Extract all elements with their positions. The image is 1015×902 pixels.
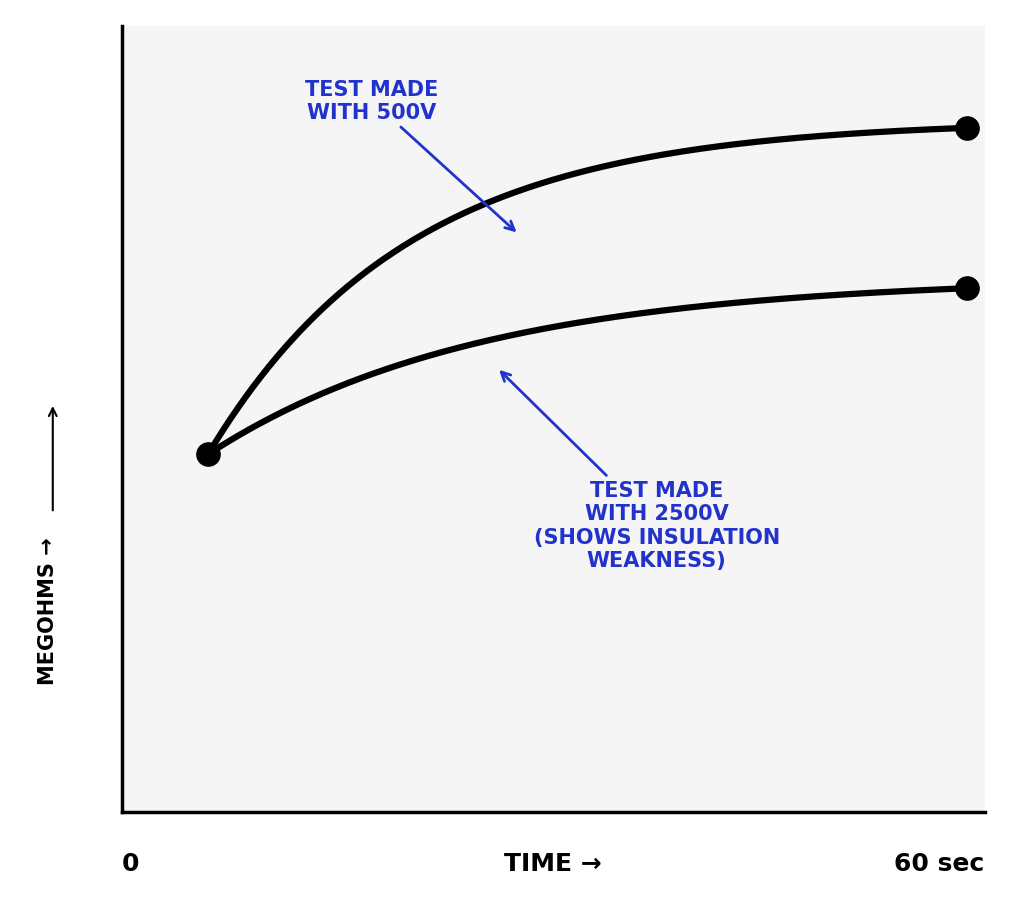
- Point: [200, 447, 216, 462]
- Point: [959, 281, 975, 296]
- Point: [959, 122, 975, 136]
- Text: MEGOHMS →: MEGOHMS →: [39, 538, 59, 685]
- Text: 60 sec: 60 sec: [894, 851, 985, 875]
- Text: TEST MADE
WITH 2500V
(SHOWS INSULATION
WEAKNESS): TEST MADE WITH 2500V (SHOWS INSULATION W…: [501, 373, 780, 570]
- Text: TIME →: TIME →: [504, 851, 602, 875]
- Text: 0: 0: [122, 851, 139, 875]
- Text: TEST MADE
WITH 500V: TEST MADE WITH 500V: [306, 80, 515, 231]
